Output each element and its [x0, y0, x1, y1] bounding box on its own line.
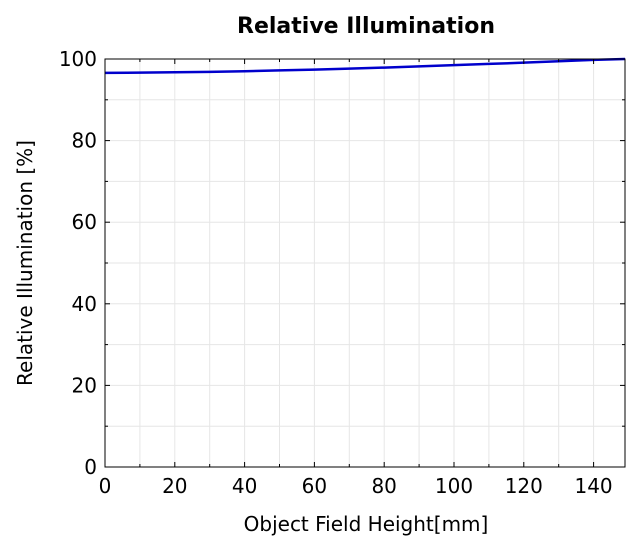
series-line: [104, 57, 626, 75]
x-tick-label: 100: [435, 474, 473, 498]
y-axis-label: Relative Illumination [%]: [13, 140, 37, 386]
x-tick-label: 120: [505, 474, 543, 498]
plot-frame: [104, 58, 626, 468]
y-tick-label: 20: [72, 373, 97, 397]
grid: [104, 58, 625, 468]
y-tick-label: 100: [59, 47, 97, 71]
y-tick-label: 80: [72, 129, 97, 153]
tick-labels: 0 20 40 60 80 100 120 140 0 20 40 60 80 100: [59, 47, 613, 498]
chart-title: Relative Illumination: [237, 14, 495, 39]
x-tick-label: 140: [574, 474, 612, 498]
y-tick-label: 60: [72, 210, 97, 234]
series-layer: [104, 57, 626, 75]
x-tick-label: 40: [232, 474, 257, 498]
x-tick-label: 0: [99, 474, 112, 498]
y-tick-label: 40: [72, 292, 97, 316]
x-tick-label: 60: [302, 474, 327, 498]
x-tick-label: 80: [371, 474, 396, 498]
y-tick-label: 0: [84, 455, 97, 479]
x-axis-label: Object Field Height[mm]: [244, 512, 489, 536]
x-tick-label: 20: [162, 474, 187, 498]
